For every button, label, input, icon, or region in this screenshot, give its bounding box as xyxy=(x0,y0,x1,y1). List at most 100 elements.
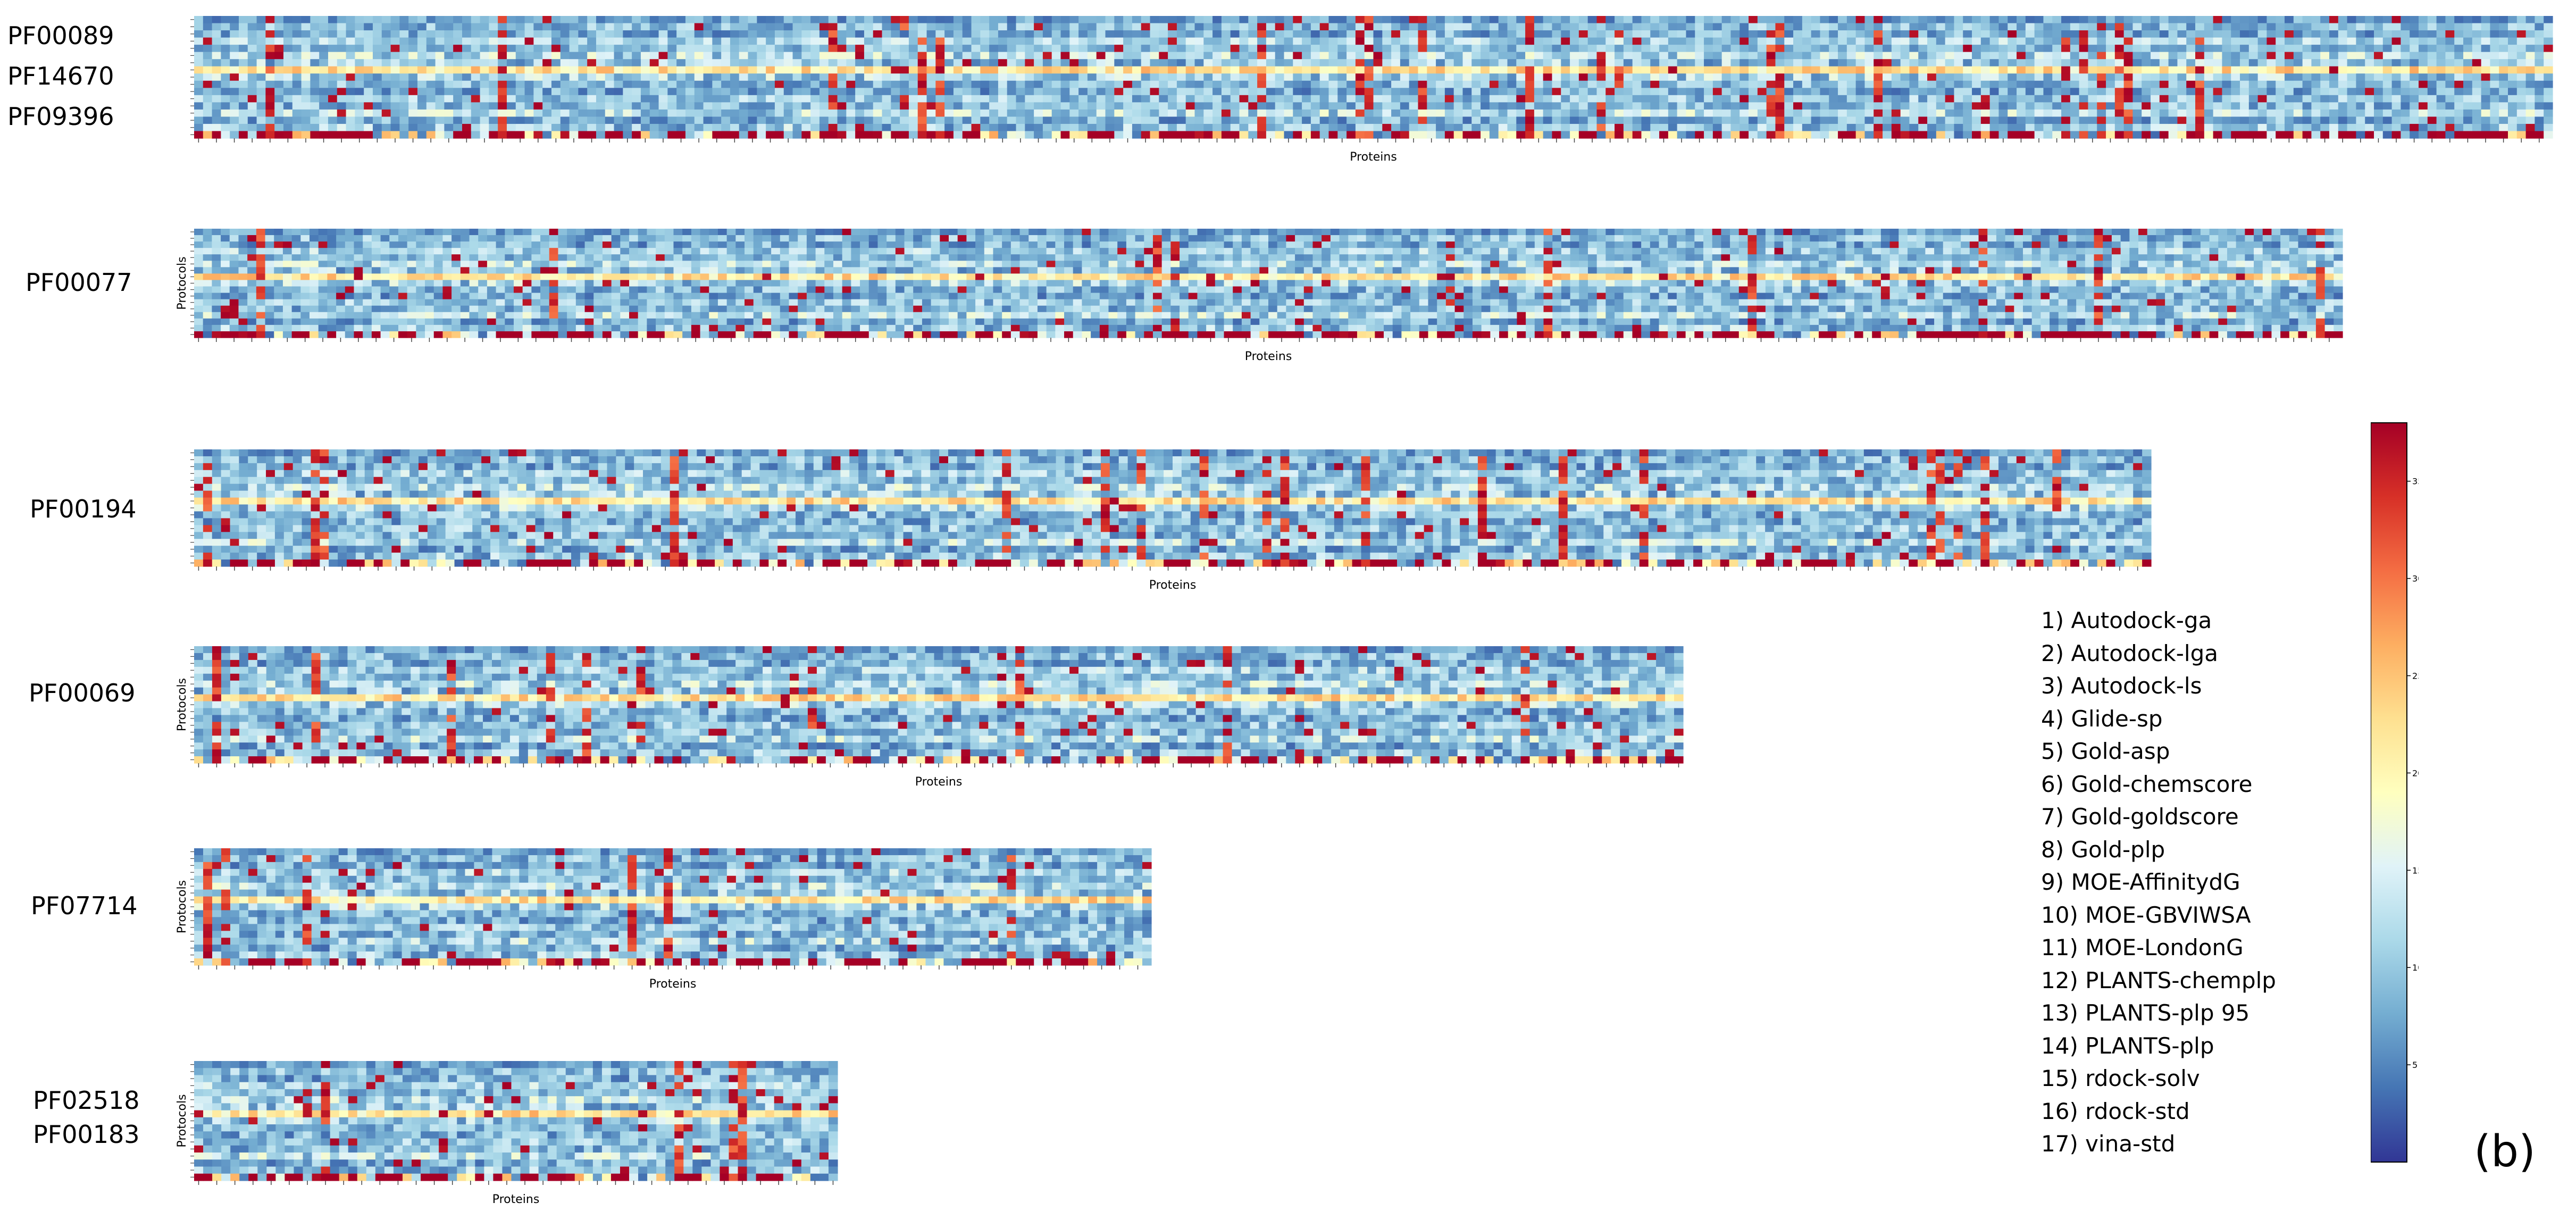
heatmap-cell xyxy=(194,45,204,53)
heatmap-cell xyxy=(1543,37,1553,45)
heatmap-cell xyxy=(1114,109,1124,118)
heatmap-cell xyxy=(1436,45,1445,53)
heatmap-cell xyxy=(1212,52,1222,60)
heatmap-cell xyxy=(1793,16,1803,24)
heatmap-cell xyxy=(971,59,981,67)
heatmap-cell xyxy=(1623,73,1633,81)
heatmap-cell xyxy=(828,66,838,74)
heatmap-cell xyxy=(203,305,212,313)
heatmap-cell xyxy=(864,131,874,139)
heatmap-cell xyxy=(1749,123,1758,132)
heatmap-cell xyxy=(2525,109,2535,118)
heatmap-cell xyxy=(640,16,650,24)
heatmap-cell xyxy=(1042,30,1052,38)
heatmap-cell xyxy=(1498,95,1508,103)
heatmap-cell xyxy=(1355,37,1365,45)
heatmap-cell xyxy=(908,95,918,103)
heatmap-cell xyxy=(783,73,793,81)
heatmap-cell xyxy=(2213,23,2223,31)
heatmap-cell xyxy=(346,116,355,124)
heatmap-cell xyxy=(676,52,686,60)
heatmap-cell xyxy=(551,123,561,132)
heatmap-cell xyxy=(1972,123,1981,132)
heatmap-cell xyxy=(1757,116,1767,124)
heatmap-cell xyxy=(2356,131,2365,139)
heatmap-cell xyxy=(1060,102,1070,110)
heatmap-cell xyxy=(2481,66,2491,74)
heatmap-cell xyxy=(900,102,909,110)
heatmap-cell xyxy=(2132,37,2142,45)
heatmap-cell xyxy=(2222,80,2231,88)
heatmap-cell xyxy=(783,66,793,74)
heatmap-cell xyxy=(766,66,775,74)
heatmap-cell xyxy=(1346,88,1356,96)
heatmap-cell xyxy=(2427,16,2437,24)
heatmap-cell xyxy=(506,16,516,24)
heatmap-cell xyxy=(855,123,865,132)
heatmap-cell xyxy=(310,109,320,118)
heatmap-cell xyxy=(2338,37,2348,45)
heatmap-cell xyxy=(1373,116,1383,124)
heatmap-cell xyxy=(318,267,328,274)
heatmap-cell xyxy=(489,16,498,24)
heatmap-cell xyxy=(569,73,579,81)
heatmap-cell xyxy=(560,23,570,31)
heatmap-cell xyxy=(1784,59,1794,67)
heatmap-cell xyxy=(1266,16,1276,24)
heatmap-cell xyxy=(292,116,302,124)
heatmap-cell xyxy=(766,131,775,139)
heatmap-cell xyxy=(399,131,409,139)
heatmap-cell xyxy=(1587,59,1598,67)
heatmap-cell xyxy=(900,23,909,31)
heatmap-cell xyxy=(1596,66,1606,74)
heatmap-cell xyxy=(1855,131,1866,139)
heatmap-cell xyxy=(1909,95,1919,103)
heatmap-cell xyxy=(2151,123,2160,132)
heatmap-cell xyxy=(1909,37,1919,45)
heatmap-cell xyxy=(2052,88,2062,96)
heatmap-cell xyxy=(2338,59,2348,67)
heatmap-cell xyxy=(2186,109,2196,118)
heatmap-cell xyxy=(783,30,793,38)
heatmap-cell xyxy=(694,52,704,60)
heatmap-cell xyxy=(310,273,319,281)
heatmap-cell xyxy=(1677,23,1687,31)
heatmap-cell xyxy=(2382,16,2393,24)
heatmap-cell xyxy=(1596,45,1606,53)
heatmap-cell xyxy=(2382,52,2393,60)
heatmap-cell xyxy=(1864,131,1874,139)
heatmap-cell xyxy=(694,59,704,67)
heatmap-cell xyxy=(2374,95,2383,103)
heatmap-cell xyxy=(2106,123,2115,132)
heatmap-cell xyxy=(426,16,436,24)
heatmap-cell xyxy=(1310,123,1320,132)
heatmap-cell xyxy=(1829,123,1838,132)
heatmap-cell xyxy=(998,59,1008,67)
heatmap-cell xyxy=(1337,123,1347,132)
heatmap-cell xyxy=(203,52,213,60)
heatmap-cell xyxy=(2454,123,2464,132)
heatmap-cell xyxy=(426,109,436,118)
heatmap-cell xyxy=(328,73,338,81)
heatmap-cell xyxy=(506,131,516,139)
heatmap-cell xyxy=(1123,23,1133,31)
heatmap-cell xyxy=(1132,95,1142,103)
heatmap-cell xyxy=(1712,80,1722,88)
heatmap-cell xyxy=(757,59,766,67)
heatmap-cell xyxy=(2410,123,2419,132)
heatmap-cell xyxy=(506,59,516,67)
heatmap-cell xyxy=(2499,30,2508,38)
heatmap-cell xyxy=(1168,109,1177,118)
heatmap-cell xyxy=(515,37,525,45)
heatmap-cell xyxy=(2454,80,2464,88)
heatmap-cell xyxy=(855,80,865,88)
heatmap-cell xyxy=(1793,23,1803,31)
heatmap-cell xyxy=(381,123,391,132)
heatmap-cell xyxy=(2516,37,2527,45)
heatmap-cell xyxy=(265,241,274,248)
heatmap-cell xyxy=(998,45,1008,53)
heatmap-cell xyxy=(873,66,883,74)
heatmap-cell xyxy=(542,102,552,110)
heatmap-cell xyxy=(515,131,525,139)
heatmap-cell xyxy=(1757,88,1767,96)
